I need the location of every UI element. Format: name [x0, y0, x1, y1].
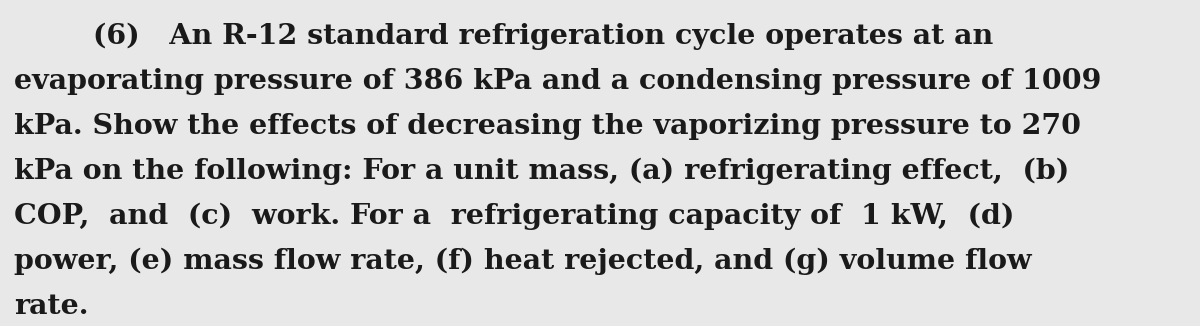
Text: rate.: rate.: [14, 293, 89, 320]
Text: COP,  and  (c)  work. For a  refrigerating capacity of  1 kW,  (d): COP, and (c) work. For a refrigerating c…: [14, 203, 1015, 230]
Text: kPa. Show the effects of decreasing the vaporizing pressure to 270: kPa. Show the effects of decreasing the …: [14, 113, 1081, 140]
Text: power, (e) mass flow rate, (f) heat rejected, and (g) volume flow: power, (e) mass flow rate, (f) heat reje…: [14, 248, 1032, 275]
Text: kPa on the following: For a unit mass, (a) refrigerating effect,  (b): kPa on the following: For a unit mass, (…: [14, 158, 1069, 185]
Text: (6)   An R‑12 standard refrigeration cycle operates at an: (6) An R‑12 standard refrigeration cycle…: [14, 23, 994, 50]
Text: evaporating pressure of 386 kPa and a condensing pressure of 1009: evaporating pressure of 386 kPa and a co…: [14, 68, 1102, 95]
